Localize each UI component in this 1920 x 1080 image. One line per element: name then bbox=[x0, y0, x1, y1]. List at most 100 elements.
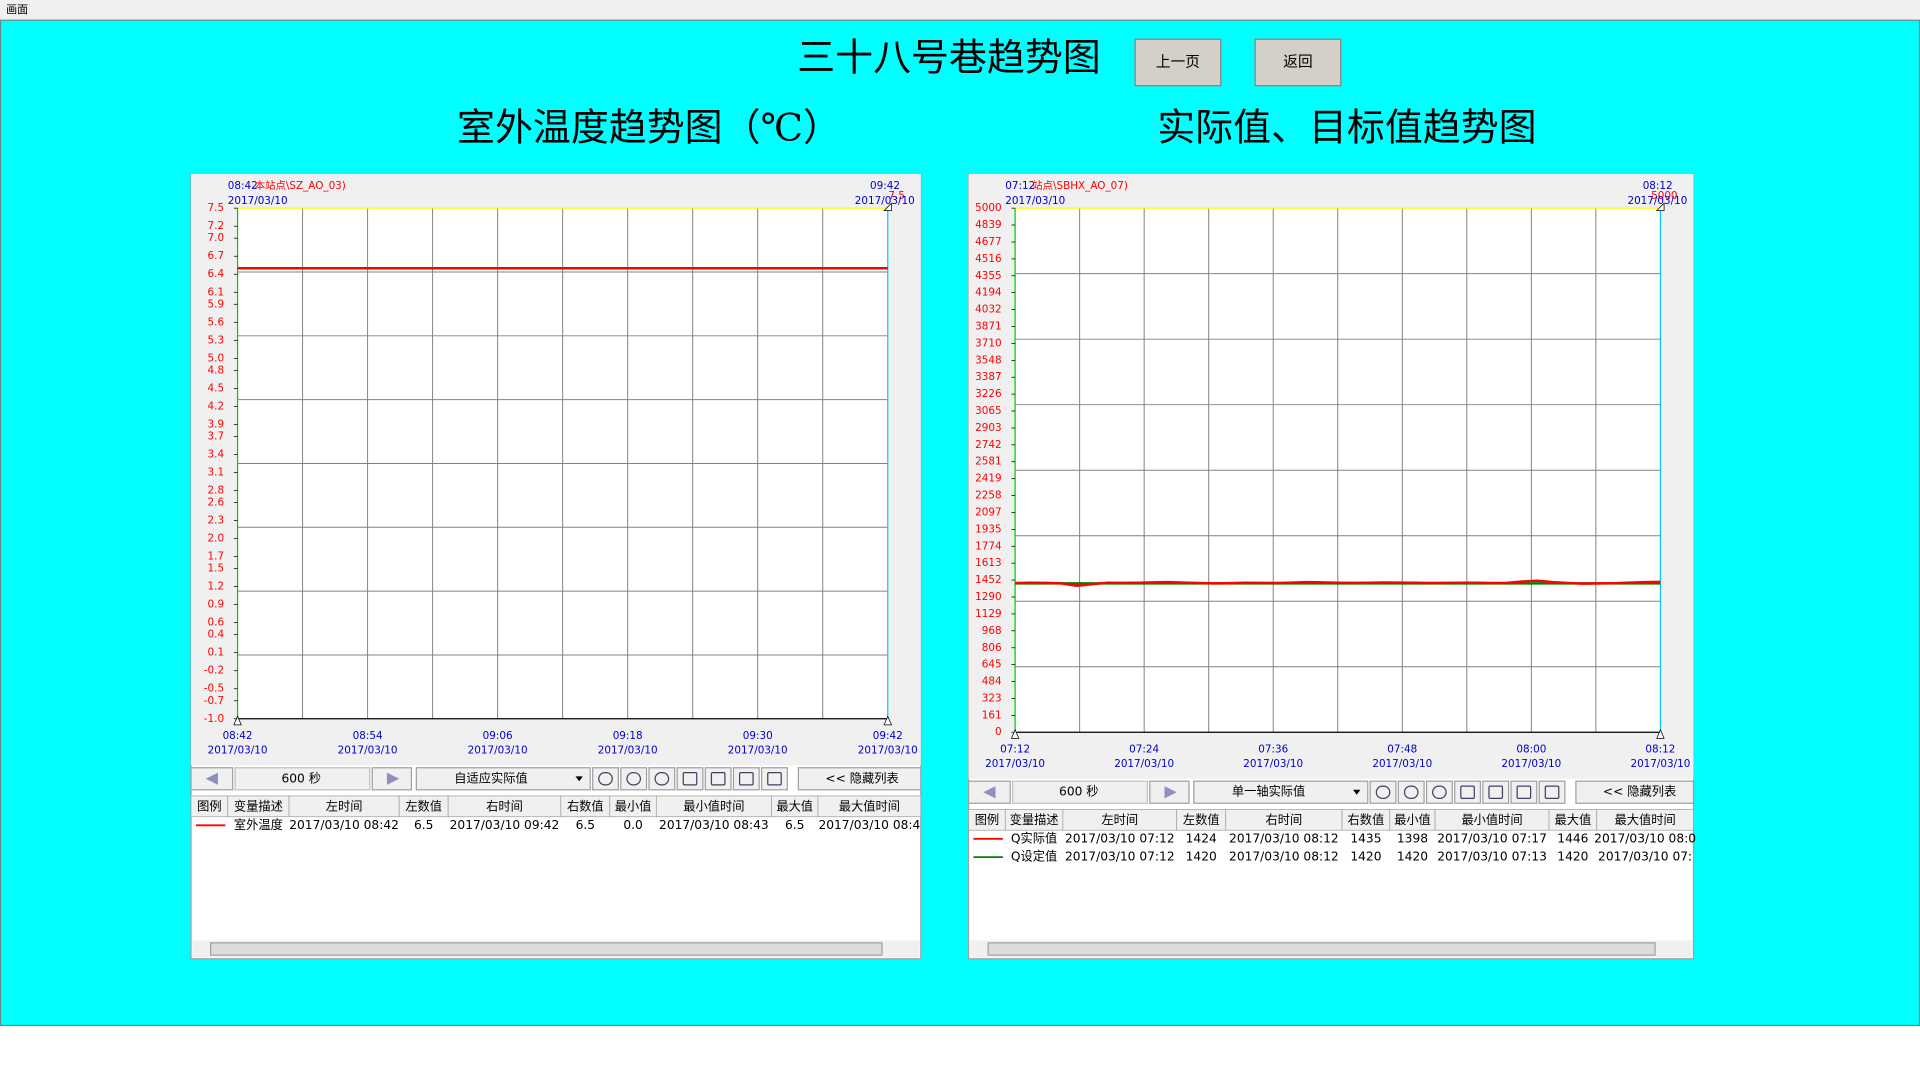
scroll-thumb[interactable] bbox=[210, 942, 883, 956]
tool-icon[interactable] bbox=[710, 772, 726, 786]
mode-text[interactable]: 自适应实际值 bbox=[454, 770, 527, 785]
tool-button[interactable] bbox=[732, 767, 760, 791]
corner-left-time: 07:12 bbox=[1005, 180, 1035, 192]
span-field[interactable] bbox=[1012, 780, 1148, 804]
tool-icon[interactable] bbox=[1460, 785, 1475, 799]
table-header: 最小值时间 bbox=[683, 798, 744, 813]
corner-right-value: 5000 bbox=[1651, 190, 1677, 202]
x-tick-time: 08:12 bbox=[1645, 743, 1675, 755]
arrow-icon[interactable] bbox=[983, 786, 996, 799]
x-tick-date: 2017/03/10 bbox=[468, 745, 528, 757]
tool-button[interactable] bbox=[1454, 780, 1482, 804]
tool-button[interactable] bbox=[648, 767, 676, 791]
prev-button[interactable]: 上一页 bbox=[1134, 38, 1222, 87]
span-text[interactable]: 600 秒 bbox=[1059, 785, 1098, 799]
tool-icon[interactable] bbox=[598, 772, 613, 786]
tool-icon[interactable] bbox=[1432, 785, 1447, 799]
hide-list-text[interactable]: << 隐藏列表 bbox=[825, 771, 898, 785]
corner-left-tag: 站点\SBHX_AO_07) bbox=[1032, 179, 1128, 192]
arrow-icon[interactable] bbox=[1164, 786, 1177, 799]
y-tick-label: 6.4 bbox=[208, 268, 225, 280]
table-cell: 2017/03/10 08:12 bbox=[1229, 850, 1339, 864]
hide-list-text[interactable]: << 隐藏列表 bbox=[1603, 785, 1676, 799]
tool-button[interactable] bbox=[1510, 780, 1538, 804]
axis-marker bbox=[1656, 728, 1665, 739]
tool-icon[interactable] bbox=[626, 772, 642, 786]
span-text[interactable]: 600 秒 bbox=[281, 771, 320, 785]
y-tick-label: 2903 bbox=[975, 422, 1001, 434]
mode-dropdown[interactable] bbox=[415, 767, 591, 791]
dropdown-arrow[interactable] bbox=[1353, 789, 1361, 795]
tool-icon[interactable] bbox=[1375, 785, 1391, 799]
button-label[interactable]: 返回 bbox=[1283, 53, 1312, 70]
table-cell: 2017/03/10 08:12 bbox=[1229, 831, 1339, 845]
y-tick-label: 1.5 bbox=[208, 563, 225, 575]
table-header-cell bbox=[817, 795, 922, 818]
tool-icon[interactable] bbox=[738, 772, 754, 786]
x-tick-time: 07:36 bbox=[1258, 743, 1288, 755]
y-tick-label: 2258 bbox=[975, 490, 1001, 502]
tool-button[interactable] bbox=[592, 767, 619, 791]
tool-button[interactable] bbox=[676, 767, 704, 791]
tool-button[interactable] bbox=[704, 767, 732, 791]
tool-button[interactable] bbox=[1425, 780, 1453, 804]
x-tick-date: 2017/03/10 bbox=[985, 758, 1045, 770]
table-cell: 6.5 bbox=[414, 818, 433, 832]
button-label[interactable]: 上一页 bbox=[1156, 53, 1200, 70]
hide-list-button[interactable] bbox=[797, 767, 922, 791]
table-header: 最大值 bbox=[776, 798, 813, 813]
y-tick-label: 3.7 bbox=[208, 430, 225, 442]
scroll-thumb[interactable] bbox=[987, 942, 1656, 956]
x-tick-time: 07:48 bbox=[1387, 743, 1417, 755]
tool-icon[interactable] bbox=[767, 772, 782, 786]
tool-icon[interactable] bbox=[1544, 785, 1560, 799]
tool-button[interactable] bbox=[1538, 780, 1566, 804]
y-tick-label: 1.7 bbox=[208, 551, 225, 563]
tool-icon[interactable] bbox=[1516, 785, 1532, 799]
tool-button[interactable] bbox=[761, 767, 788, 791]
y-tick-label: 6.7 bbox=[208, 250, 225, 262]
arrow-icon[interactable] bbox=[205, 772, 218, 785]
tool-button[interactable] bbox=[1482, 780, 1510, 804]
y-tick-label: -1.0 bbox=[204, 713, 224, 725]
table-header: 左数值 bbox=[1183, 812, 1220, 827]
table-cell: 2017/03/10 09:42 bbox=[450, 818, 560, 832]
corner-left-tag: 本站点\SZ_AO_03) bbox=[255, 179, 346, 192]
tool-icon[interactable] bbox=[654, 772, 670, 786]
button-face[interactable] bbox=[1254, 38, 1342, 87]
panel-title: 室外温度趋势图（℃） bbox=[457, 106, 841, 150]
table-header: 最小值时间 bbox=[1461, 812, 1522, 827]
axis-marker bbox=[1655, 202, 1665, 211]
panels: 室外温度趋势图（℃） 7.5 7.27.0 6.7 6.4 6.15.9 5.6 5.3 5.0… bbox=[190, 106, 1696, 960]
hide-list-button[interactable] bbox=[1575, 780, 1695, 804]
tool-button[interactable] bbox=[1369, 780, 1397, 804]
corner-left-date: 2017/03/10 bbox=[228, 195, 288, 207]
back-button[interactable]: 返回 bbox=[1254, 38, 1342, 87]
mode-text[interactable]: 单一轴实际值 bbox=[1232, 784, 1305, 799]
table-header: 左数值 bbox=[405, 798, 442, 813]
tool-button[interactable] bbox=[620, 767, 648, 791]
tool-icon[interactable] bbox=[1488, 785, 1504, 799]
x-tick-date: 2017/03/10 bbox=[1114, 758, 1174, 770]
x-tick-time: 09:42 bbox=[873, 730, 903, 742]
y-tick-label: 5.0 bbox=[208, 352, 225, 364]
tool-button[interactable] bbox=[1397, 780, 1425, 804]
corner-right-date: 2017/03/10 bbox=[855, 195, 915, 207]
table-header: 最大值 bbox=[1554, 812, 1591, 827]
y-tick-label: 2097 bbox=[975, 506, 1001, 518]
y-tick-label: 5.6 bbox=[208, 316, 225, 328]
x-tick-time: 08:54 bbox=[353, 730, 383, 742]
span-field[interactable] bbox=[234, 767, 371, 791]
button-face[interactable] bbox=[1134, 38, 1222, 87]
x-tick-time: 07:24 bbox=[1129, 743, 1159, 755]
series-line bbox=[1015, 579, 1661, 587]
mode-dropdown[interactable] bbox=[1193, 780, 1369, 804]
dropdown-arrow[interactable] bbox=[575, 776, 583, 782]
y-tick-label: 806 bbox=[982, 642, 1002, 654]
tool-icon[interactable] bbox=[682, 772, 698, 786]
tool-icon[interactable] bbox=[1403, 785, 1419, 799]
arrow-icon[interactable] bbox=[386, 772, 400, 785]
table-header: 右数值 bbox=[1348, 812, 1385, 827]
y-tick-label: 2742 bbox=[975, 439, 1001, 451]
